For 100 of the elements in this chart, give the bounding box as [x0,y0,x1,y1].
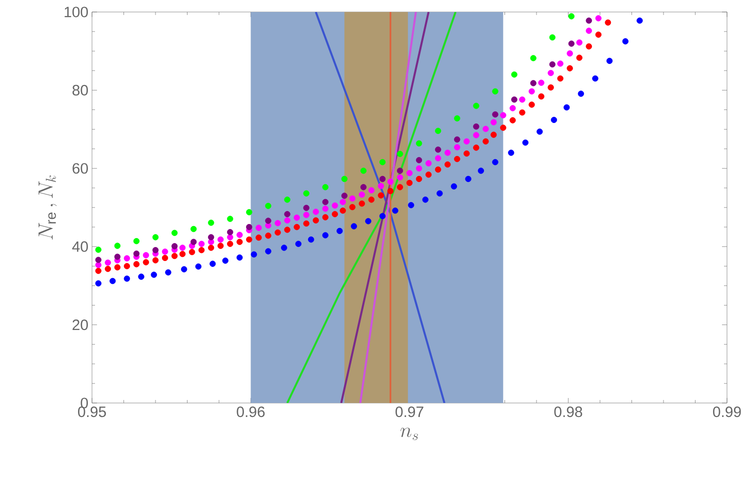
point [332,211,338,218]
point [236,232,243,238]
point [595,32,602,38]
point [227,234,234,240]
point [519,109,526,116]
point [586,17,592,24]
point [396,168,404,174]
point [190,226,197,232]
point [379,159,386,166]
point [464,138,470,145]
point [95,268,102,274]
point [500,124,506,131]
point [265,202,272,210]
point [576,54,582,61]
point [473,144,480,151]
x-tick-label: 0.95 [78,406,106,418]
point [198,247,205,254]
point [138,274,144,280]
point [492,111,498,118]
point [246,224,252,230]
point [162,254,168,262]
point [152,257,159,264]
point [217,242,224,249]
y-tick-label: 20 [72,320,88,330]
x-tick-label: 0.98 [554,406,582,418]
point [478,168,484,174]
point [256,224,262,231]
point [536,128,543,135]
x-axis-title: $n_s$ [400,428,418,440]
point [568,13,575,20]
point [511,96,518,103]
point [482,126,489,132]
point [284,217,290,224]
point [473,102,480,109]
point [188,248,196,256]
point [530,80,536,86]
point [246,209,252,216]
point [303,220,310,227]
x-tick-label: 0.99 [713,406,741,418]
point [124,276,130,282]
point [538,80,544,86]
point [422,196,428,203]
point [586,28,592,34]
point [142,259,150,266]
point [217,236,224,243]
point [636,17,643,24]
point [538,93,544,100]
point [492,88,498,94]
point [454,136,460,143]
point [387,188,394,194]
point [110,278,116,284]
y-tick-label: 60 [72,163,88,174]
point [378,192,384,198]
point [416,176,422,182]
point [550,116,558,124]
point [522,139,528,146]
point [530,55,536,62]
point [322,198,328,206]
point [95,256,102,263]
point [180,266,188,272]
point [133,238,140,244]
point [360,184,367,190]
point [133,261,140,268]
point [425,172,432,178]
point [379,213,386,220]
point [227,229,234,236]
point [336,228,343,234]
point [171,252,178,260]
point [274,220,281,226]
point [198,240,205,247]
point [528,102,535,108]
point [114,242,120,249]
point [454,115,460,122]
point [256,234,262,241]
point [450,183,458,190]
point [387,178,394,185]
point [368,187,374,194]
point [568,40,575,47]
point [425,160,432,166]
point [165,269,172,276]
point [606,58,613,64]
point [564,104,570,110]
point [408,202,414,208]
point [622,38,629,44]
point [95,280,102,286]
point [179,250,186,258]
point [548,70,554,76]
point [341,176,348,182]
point [511,71,518,78]
point [406,170,413,176]
point [332,202,338,209]
point [227,240,234,247]
point [208,244,214,251]
point [465,176,472,182]
point [358,191,365,198]
point [349,204,356,210]
point [416,165,422,172]
point [95,262,102,268]
point [473,123,480,130]
point [358,200,365,207]
